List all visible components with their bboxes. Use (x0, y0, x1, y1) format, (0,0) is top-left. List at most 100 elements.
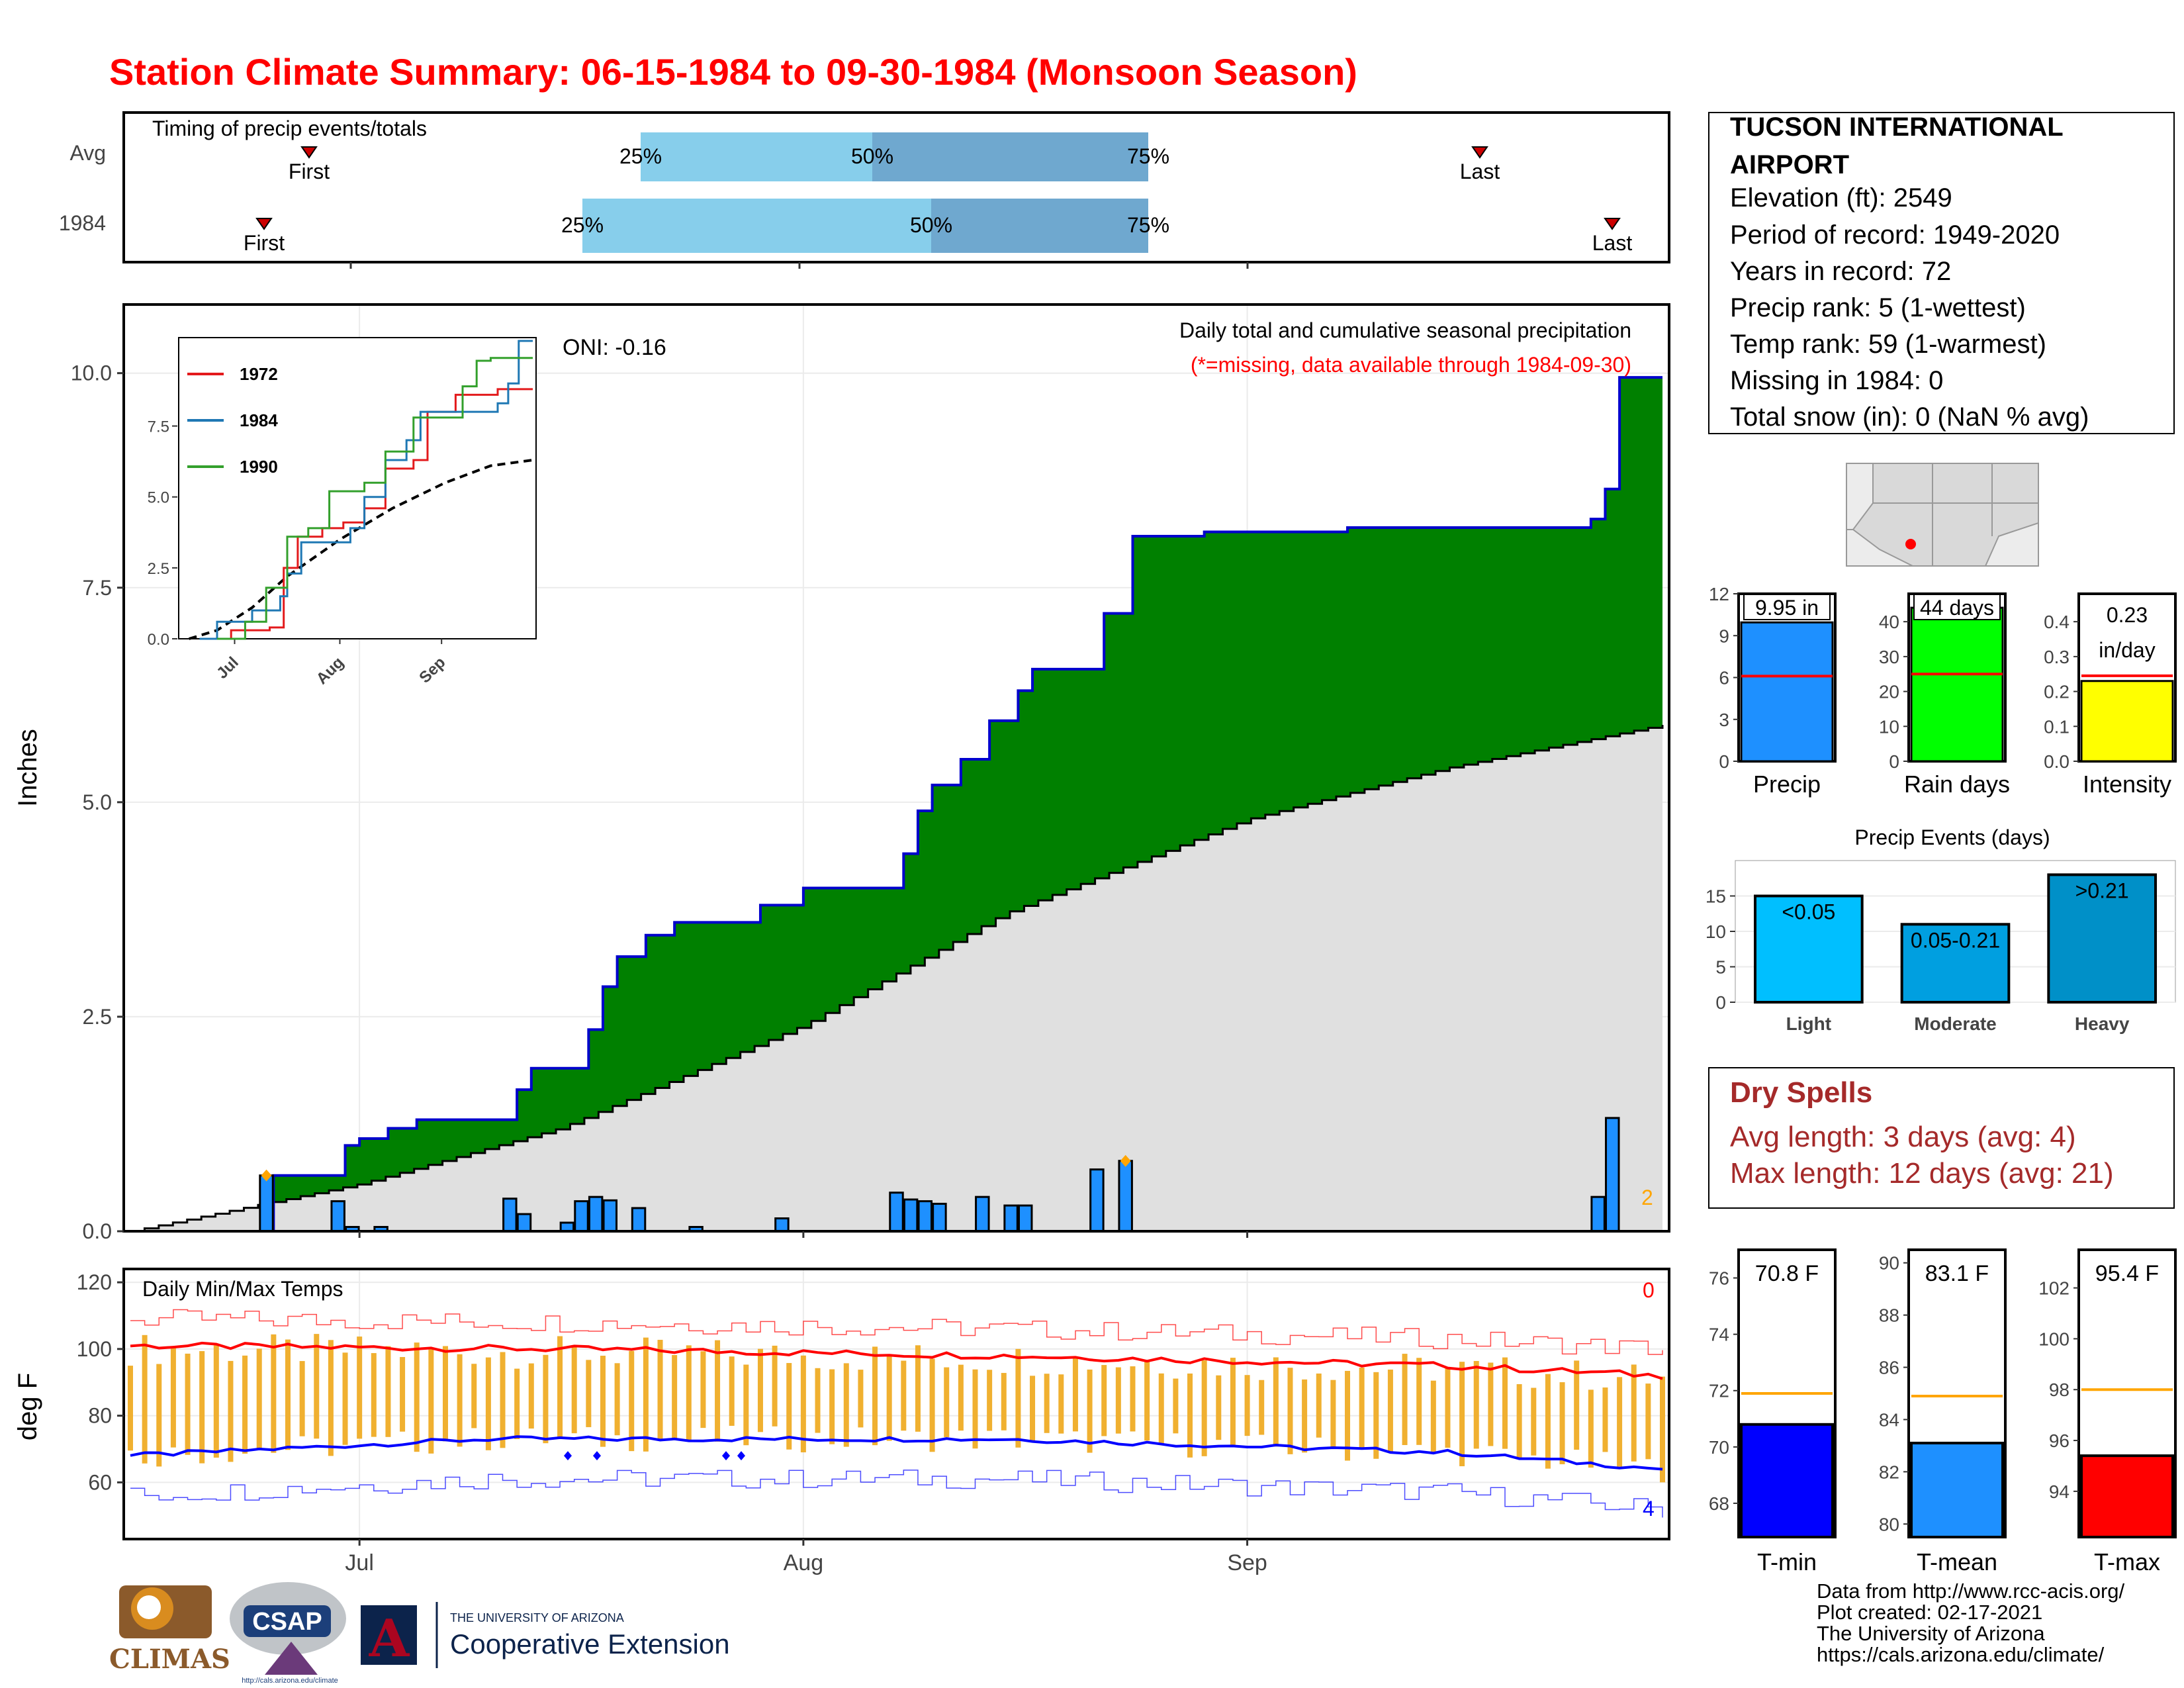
precip-y-tick-label: 9 (1719, 626, 1729, 646)
intensity-y-tick-label: 0.4 (2044, 612, 2070, 632)
station-info-period: Period of record: 1949-2020 (1730, 220, 2060, 250)
last-event-marker (1604, 218, 1621, 230)
daily-temp-range-bar (1660, 1376, 1665, 1483)
daily-temp-range-bar (199, 1351, 205, 1464)
first-event-marker (300, 146, 318, 159)
timing-bar-q1 (641, 132, 872, 181)
daily-temp-range-bar (528, 1363, 534, 1429)
daily-temp-range-bar (1158, 1373, 1164, 1444)
station-info-box: TUCSON INTERNATIONAL AIRPORT Elevation (… (1708, 112, 2175, 434)
dry-spells-box: Dry Spells Avg length: 3 days (avg: 4) M… (1708, 1067, 2175, 1209)
daily-temp-range-bar (1445, 1368, 1451, 1448)
daily-temp-range-bar (170, 1347, 176, 1448)
daily-temp-range-bar (1345, 1370, 1351, 1461)
daily-temp-range-bar (1316, 1373, 1322, 1438)
daily-temp-range-bar (400, 1357, 406, 1432)
temp-y-tick-label: 80 (88, 1404, 112, 1428)
precip-value-bar (1740, 621, 1834, 763)
tmax-y-tick-label: 100 (2038, 1329, 2070, 1349)
daily-temp-range-bar (1087, 1369, 1093, 1453)
last-event-label: Last (1460, 160, 1500, 183)
tmean-label: T-mean (1917, 1548, 1997, 1575)
daily-temp-range-bar (1273, 1357, 1279, 1447)
tmin-y-tick-label: 72 (1709, 1381, 1729, 1401)
min-record-marker (564, 1451, 572, 1461)
credits-block: Data from http://www.rcc-acis.org/ Plot … (1817, 1581, 2124, 1665)
main-y-tick-label: 10.0 (71, 361, 112, 385)
daily-temp-range-bar (1631, 1364, 1637, 1462)
timing-row-1984-label: 1984 (59, 211, 106, 235)
daily-temp-range-bar (1416, 1358, 1422, 1445)
station-location-dot (1905, 539, 1916, 549)
climas-logo: CLIMAS (109, 1585, 230, 1675)
timing-p25-label: 25% (619, 144, 662, 168)
daily-precip-bar (1089, 1168, 1105, 1233)
daily-temp-range-bar (657, 1340, 663, 1439)
tmax-y-tick-label: 94 (2049, 1481, 2070, 1502)
daily-temp-range-bar (1287, 1368, 1293, 1454)
inset-y-tick-label: 7.5 (148, 418, 169, 436)
tmin-y-tick-label: 68 (1709, 1493, 1729, 1514)
intensity-y-tick-label: 0.3 (2044, 647, 2070, 667)
daily-temp-range-bar (815, 1368, 821, 1433)
timing-p25-label: 25% (561, 213, 604, 237)
daily-precip-bar (1590, 1196, 1606, 1233)
daily-temp-range-bar (944, 1367, 950, 1438)
daily-temp-range-bar (686, 1345, 692, 1440)
daily-temp-range-bar (586, 1360, 592, 1427)
daily-temp-range-bar (772, 1345, 778, 1427)
temps-count-min: 4 (1643, 1497, 1655, 1521)
dry-spells-title: Dry Spells (1730, 1076, 1872, 1109)
daily-temp-range-bar (729, 1356, 735, 1426)
rain_days-value-bar (1910, 606, 2004, 763)
precip-label: Precip (1753, 771, 1821, 798)
daily-temp-range-bar (1488, 1362, 1494, 1446)
tmin-value-bar (1740, 1423, 1834, 1539)
daily-temp-range-bar (1072, 1357, 1078, 1432)
daily-temp-range-bar (1387, 1369, 1393, 1452)
daily-precip-bar (1605, 1117, 1620, 1233)
cumulative-line (130, 376, 1662, 1233)
daily-temp-range-bar (514, 1368, 520, 1439)
daily-temp-range-bar (987, 1370, 993, 1431)
locator-map (1846, 463, 2039, 567)
intensity-label: Intensity (2083, 771, 2171, 798)
timing-panel-label: Timing of precip events/totals (152, 117, 427, 140)
tmean-y-tick-label: 82 (1879, 1462, 1899, 1482)
daily-precip-bar (975, 1196, 990, 1233)
daily-temp-range-bar (614, 1363, 620, 1436)
first-event-label: First (289, 160, 330, 183)
intensity-unit-label: in/day (2099, 638, 2155, 662)
daily-temp-range-bar (142, 1335, 148, 1464)
avg-max-temp-line (130, 1341, 1663, 1380)
tmean-y-tick-label: 90 (1879, 1253, 1899, 1274)
daily-temp-range-bar (872, 1346, 878, 1446)
intensity-y-tick-label: 0.1 (2044, 716, 2070, 737)
inset-y-tick-label: 0.0 (148, 631, 169, 649)
credit-line-1: Data from http://www.rcc-acis.org/ (1817, 1579, 2125, 1603)
station-name-line2: AIRPORT (1730, 150, 1849, 179)
flag-marker (1120, 1154, 1131, 1167)
csap-url-text: http://cals.arizona.edu/climate (242, 1677, 338, 1685)
last-event-label: Last (1592, 231, 1633, 255)
daily-temp-range-bar (1531, 1387, 1537, 1456)
min-record-marker (737, 1451, 745, 1461)
tmax-label: T-max (2094, 1548, 2160, 1575)
timing-bar-q1 (582, 199, 931, 253)
daily-temp-range-bar (1459, 1362, 1465, 1466)
daily-precip-bar (903, 1198, 919, 1233)
daily-temp-range-bar (1144, 1362, 1150, 1441)
intensity-y-tick-label: 0.0 (2044, 751, 2070, 772)
daily-temp-range-bar (1645, 1383, 1651, 1460)
record-max-temp-line (130, 1309, 1663, 1355)
daily-temp-range-bar (1617, 1377, 1623, 1467)
daily-temp-range-bar (901, 1360, 907, 1431)
daily-temp-range-bar (414, 1342, 420, 1452)
daily-temp-range-bar (1545, 1374, 1551, 1469)
station-info-snow: Total snow (in): 0 (NaN % avg) (1730, 402, 2089, 432)
rain_days-y-tick-label: 0 (1889, 751, 1899, 772)
dry-spells-avg: Avg length: 3 days (avg: 4) (1730, 1121, 2076, 1153)
daily-temp-range-bar (743, 1364, 749, 1446)
daily-precip-bar (631, 1207, 647, 1233)
